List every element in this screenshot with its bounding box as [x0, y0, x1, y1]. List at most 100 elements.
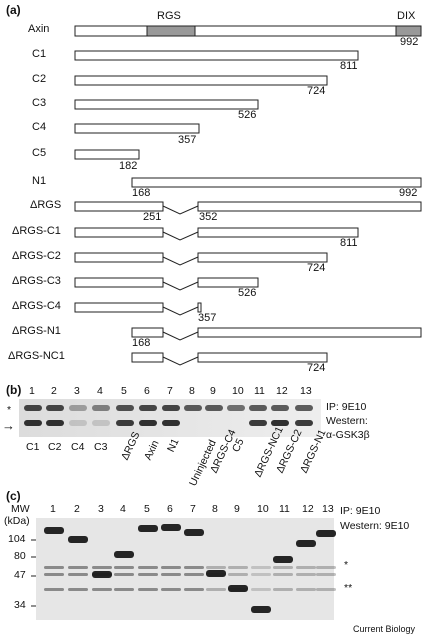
c2-bar	[74, 75, 328, 86]
panel-b-lane-label: C2	[48, 441, 62, 453]
blot-c-band	[68, 536, 88, 543]
drgs-c1-left	[74, 227, 164, 238]
blot-b-band-lower	[295, 420, 313, 426]
blot-b-band-lower	[139, 420, 157, 426]
drgs-nc1-right	[197, 352, 328, 363]
panel-b-lane-number: 9	[210, 385, 216, 397]
rgs-domain-label: RGS	[157, 10, 181, 22]
drgs-c4-end: 357	[198, 312, 217, 324]
drgs-c2-end: 724	[307, 262, 326, 274]
blot-c-background-band	[206, 573, 226, 576]
blot-b-band-upper	[139, 405, 157, 411]
label-drgs-c3: ΔRGS-C3	[12, 275, 61, 287]
blot-b-band-upper	[205, 405, 223, 411]
panel-a-label: (a)	[6, 3, 21, 17]
panel-c-label: (c)	[6, 489, 21, 503]
panel-c-lane-number: 6	[167, 503, 173, 515]
blot-b-band-upper	[69, 405, 87, 411]
blot-b-western: Western:	[326, 415, 368, 427]
blot-c-ip: IP: 9E10	[340, 505, 381, 517]
blot-b-band-lower	[162, 420, 180, 426]
mw-title: MW	[11, 503, 30, 515]
label-c3: C3	[32, 97, 47, 109]
panel-b-lane-number: 4	[97, 385, 103, 397]
panel-c-lane-number: 7	[190, 503, 196, 515]
label-drgs-nc1: ΔRGS-NC1	[8, 350, 65, 362]
dix-domain-label: DIX	[397, 10, 416, 22]
panel-c-lane-number: 3	[98, 503, 104, 515]
panel-c-lane-number: 13	[322, 503, 334, 515]
n1-start: 168	[132, 187, 151, 199]
blot-c-membrane	[36, 518, 334, 620]
label-drgs-c4: ΔRGS-C4	[12, 300, 61, 312]
label-drgs-c1: ΔRGS-C1	[12, 225, 61, 237]
blot-c-background-band	[296, 588, 316, 591]
blot-c-background-band	[273, 566, 293, 569]
blot-c-background-band	[92, 566, 112, 569]
panel-b-lane-number: 6	[144, 385, 150, 397]
blot-c-background-band	[184, 573, 204, 576]
blot-c-background-band	[44, 573, 64, 576]
blot-b-band-lower	[92, 420, 110, 426]
blot-b-band-upper	[249, 405, 267, 411]
blot-c-band	[161, 524, 181, 531]
panel-c-lane-number: 5	[144, 503, 150, 515]
blot-c-band	[251, 606, 271, 613]
blot-c-background-band	[161, 566, 181, 569]
blot-c-background-band	[138, 573, 158, 576]
panel-b-lane-number: 13	[300, 385, 312, 397]
blot-c-band	[316, 530, 336, 537]
blot-b-band-upper	[24, 405, 42, 411]
blot-c-band	[114, 551, 134, 558]
label-c2: C2	[32, 73, 47, 85]
panel-c-lane-number: 10	[257, 503, 269, 515]
label-drgs-c2: ΔRGS-C2	[12, 250, 61, 262]
blot-b-arrow: →	[2, 418, 15, 433]
blot-c-background-band	[68, 573, 88, 576]
blot-c-background-band	[184, 566, 204, 569]
mw-ticks	[31, 539, 36, 607]
blot-b-antibody: α-GSK3β	[326, 429, 370, 441]
panel-b-lane-number: 8	[189, 385, 195, 397]
blot-b-band-lower	[249, 420, 267, 426]
c1-end: 811	[340, 60, 358, 72]
c4-end: 357	[178, 134, 197, 146]
panel-b-lane-label: C1	[26, 441, 40, 453]
blot-c-band	[92, 571, 112, 578]
blot-c-background-band	[316, 573, 336, 576]
blot-c-background-band	[228, 588, 248, 591]
panel-c-lane-number: 11	[279, 503, 290, 515]
drgs-c1-end: 811	[340, 237, 358, 249]
panel-c-lane-number: 9	[234, 503, 240, 515]
blot-c-background-band	[316, 566, 336, 569]
blot-c-background-band	[92, 588, 112, 591]
label-drgs-n1: ΔRGS-N1	[12, 325, 61, 337]
construct-diagram	[74, 25, 422, 366]
blot-b-ip: IP: 9E10	[326, 401, 367, 413]
drgs-c2-left	[74, 252, 164, 263]
drgs-right-bar	[197, 201, 422, 212]
drgs-nc1-end: 724	[307, 362, 326, 374]
blot-c-western: Western: 9E10	[340, 520, 410, 532]
blot-c-background-band	[92, 573, 112, 576]
label-drgs: ΔRGS	[30, 199, 62, 211]
drgs-c3-right	[197, 277, 259, 288]
panel-b-lane-number: 12	[276, 385, 288, 397]
blot-b-band-upper	[92, 405, 110, 411]
blot-c-background-band	[114, 588, 134, 591]
panel-b-lane-number: 10	[232, 385, 244, 397]
drgs-c4-right	[197, 302, 202, 313]
blot-b-band-lower	[46, 420, 64, 426]
blot-c-background-band	[251, 573, 271, 576]
blot-c-background-band	[251, 588, 271, 591]
blot-b-band-upper	[162, 405, 180, 411]
blot-c-background-band	[68, 588, 88, 591]
blot-c-double-star: **	[344, 582, 353, 594]
blot-b-band-lower	[116, 420, 134, 426]
blot-c-background-band	[161, 588, 181, 591]
blot-b-band-lower	[24, 420, 42, 426]
blot-c-background-band	[316, 588, 336, 591]
c3-bar	[74, 99, 259, 110]
panel-b-lane-number: 2	[51, 385, 57, 397]
journal-credit: Current Biology	[353, 624, 416, 634]
